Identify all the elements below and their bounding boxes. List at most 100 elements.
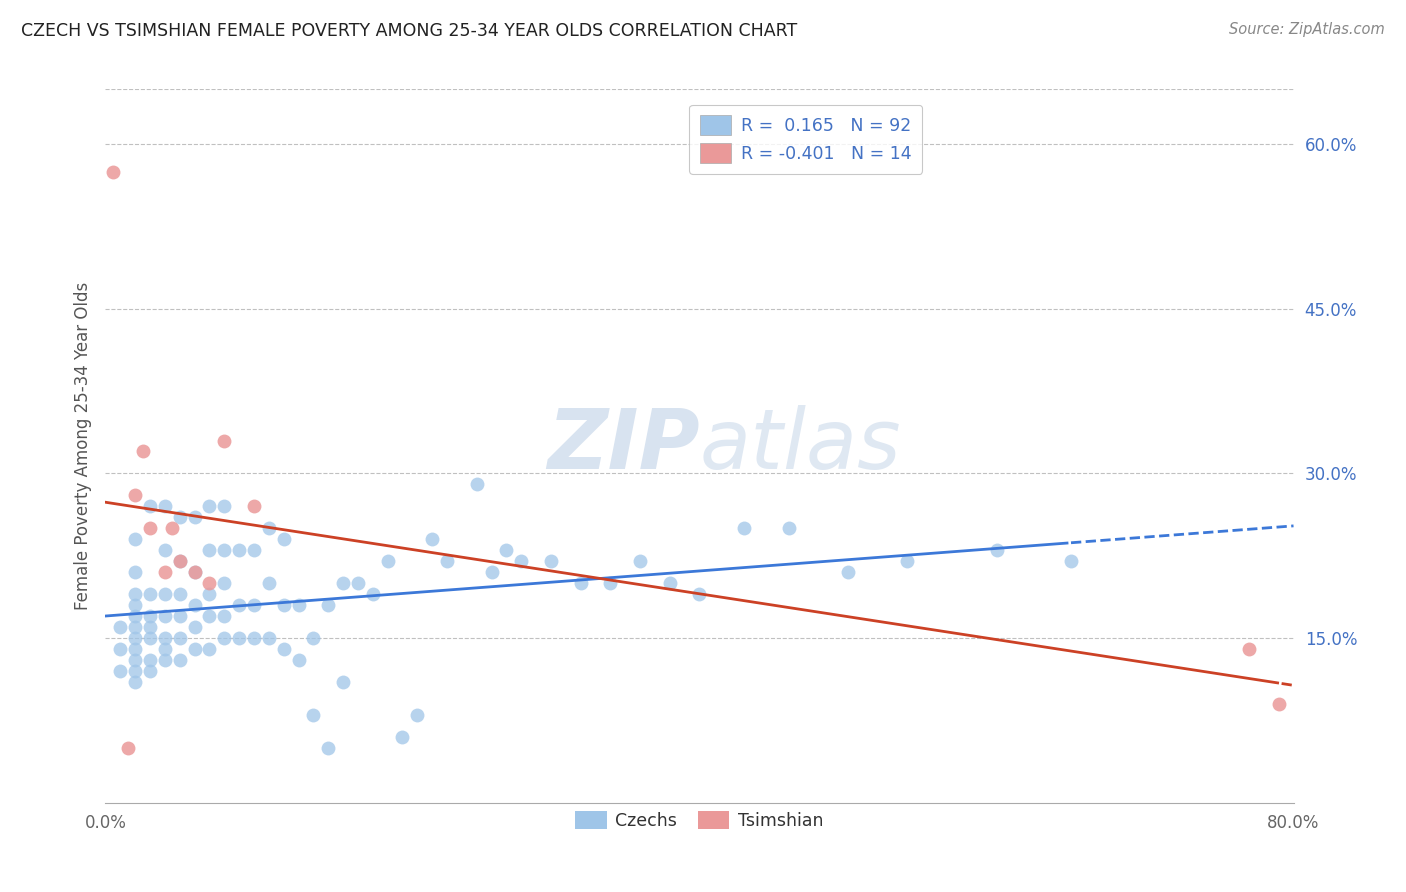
Point xyxy=(481,566,503,580)
Point xyxy=(287,598,309,612)
Point xyxy=(658,576,681,591)
Point xyxy=(110,620,132,634)
Point xyxy=(139,500,162,514)
Point xyxy=(510,554,533,568)
Text: ZIP: ZIP xyxy=(547,406,700,486)
Point xyxy=(465,477,488,491)
Point xyxy=(257,521,280,535)
Point xyxy=(302,631,325,645)
Point xyxy=(124,675,146,690)
Point xyxy=(153,631,176,645)
Point xyxy=(139,631,162,645)
Point xyxy=(153,587,176,601)
Point xyxy=(540,554,562,568)
Point xyxy=(153,653,176,667)
Point xyxy=(214,609,236,624)
Point xyxy=(183,566,205,580)
Point xyxy=(183,642,205,657)
Point xyxy=(162,521,184,535)
Point xyxy=(1060,554,1083,568)
Point xyxy=(228,598,250,612)
Point xyxy=(110,642,132,657)
Point xyxy=(169,510,191,524)
Point xyxy=(183,566,205,580)
Point xyxy=(332,675,354,690)
Point xyxy=(257,631,280,645)
Point xyxy=(228,631,250,645)
Point xyxy=(124,533,146,547)
Point xyxy=(198,587,221,601)
Point xyxy=(1267,697,1289,711)
Point xyxy=(101,164,124,178)
Point xyxy=(153,543,176,558)
Point xyxy=(332,576,354,591)
Point xyxy=(110,664,132,678)
Text: Source: ZipAtlas.com: Source: ZipAtlas.com xyxy=(1229,22,1385,37)
Point xyxy=(214,434,236,448)
Point xyxy=(169,631,191,645)
Point xyxy=(124,631,146,645)
Point xyxy=(183,598,205,612)
Point xyxy=(139,521,162,535)
Point xyxy=(896,554,918,568)
Point xyxy=(139,609,162,624)
Point xyxy=(599,576,621,591)
Point xyxy=(153,642,176,657)
Point xyxy=(183,620,205,634)
Text: atlas: atlas xyxy=(700,406,901,486)
Point xyxy=(198,642,221,657)
Point xyxy=(198,543,221,558)
Point xyxy=(124,488,146,502)
Point xyxy=(124,620,146,634)
Point xyxy=(316,740,339,755)
Point xyxy=(228,543,250,558)
Point xyxy=(169,609,191,624)
Point xyxy=(287,653,309,667)
Y-axis label: Female Poverty Among 25-34 Year Olds: Female Poverty Among 25-34 Year Olds xyxy=(73,282,91,610)
Point xyxy=(124,566,146,580)
Point xyxy=(153,500,176,514)
Point xyxy=(169,653,191,667)
Point xyxy=(243,500,266,514)
Point xyxy=(986,543,1008,558)
Point xyxy=(124,587,146,601)
Point xyxy=(124,598,146,612)
Point xyxy=(243,598,266,612)
Point xyxy=(569,576,592,591)
Point xyxy=(124,642,146,657)
Point xyxy=(391,730,413,744)
Point xyxy=(169,554,191,568)
Point xyxy=(117,740,139,755)
Legend: Czechs, Tsimshian: Czechs, Tsimshian xyxy=(568,805,831,837)
Point xyxy=(214,631,236,645)
Point xyxy=(124,664,146,678)
Point xyxy=(124,653,146,667)
Point xyxy=(302,708,325,723)
Point xyxy=(495,543,517,558)
Point xyxy=(273,533,295,547)
Point xyxy=(406,708,429,723)
Point xyxy=(436,554,458,568)
Point xyxy=(139,653,162,667)
Point xyxy=(733,521,755,535)
Point xyxy=(139,587,162,601)
Point xyxy=(420,533,443,547)
Point xyxy=(198,576,221,591)
Point xyxy=(153,566,176,580)
Point xyxy=(361,587,384,601)
Point xyxy=(273,642,295,657)
Point xyxy=(139,620,162,634)
Point xyxy=(153,609,176,624)
Point xyxy=(316,598,339,612)
Point xyxy=(1237,642,1260,657)
Point xyxy=(273,598,295,612)
Point xyxy=(169,554,191,568)
Point xyxy=(131,444,153,458)
Point xyxy=(778,521,800,535)
Point xyxy=(628,554,651,568)
Point xyxy=(198,609,221,624)
Point xyxy=(198,500,221,514)
Point xyxy=(243,631,266,645)
Point xyxy=(169,587,191,601)
Point xyxy=(257,576,280,591)
